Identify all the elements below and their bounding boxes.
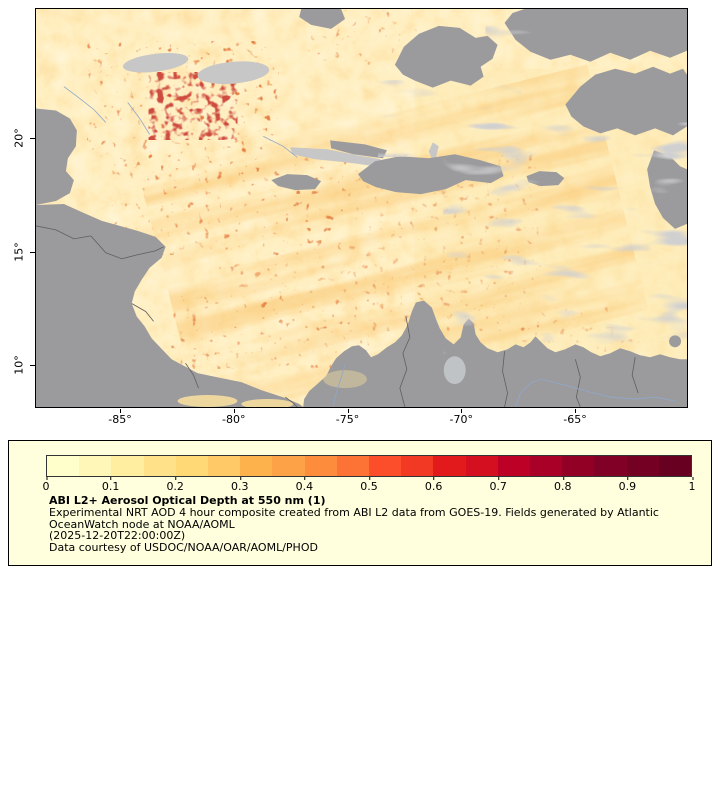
rivers (63, 86, 676, 407)
x-axis-tick (347, 409, 349, 413)
x-axis-label: -85° (108, 413, 132, 426)
legend-title: ABI L2+ Aerosol Optical Depth at 550 nm … (49, 494, 326, 507)
colorbar-segment (658, 456, 692, 476)
legend: 0 0.1 0.2 0.3 0.4 0.5 0.6 0.7 0.8 0.9 1 … (8, 440, 712, 566)
colorbar-segment (79, 456, 112, 476)
colorbar-segment (465, 456, 498, 476)
x-axis-tick (233, 409, 235, 413)
y-axis-label: 20° (12, 128, 26, 148)
country-borders (36, 225, 639, 407)
colorbar-segment (433, 456, 466, 476)
legend-credit: Data courtesy of USDOC/NOAA/OAR/AOML/PHO… (49, 541, 318, 555)
map-canvas (36, 9, 687, 407)
colorbar-tick-label: 0 (42, 477, 50, 493)
colorbar (46, 455, 692, 477)
colorbar-segment (594, 456, 627, 476)
colorbar-tick-label: 0.5 (360, 477, 378, 493)
legend-description-line-1: Experimental NRT AOD 4 hour composite cr… (49, 505, 659, 519)
legend-description-line-2: OceanWatch node at NOAA/AOML (49, 517, 235, 531)
colorbar-segment (562, 456, 595, 476)
x-axis-tick (461, 409, 463, 413)
colorbar-tick-labels: 0 0.1 0.2 0.3 0.4 0.5 0.6 0.7 0.8 0.9 1 (42, 477, 696, 493)
x-axis-label: -80° (222, 413, 246, 426)
colorbar-tick-label: 0.8 (554, 477, 572, 493)
colorbar-tick-label: 1 (688, 477, 696, 493)
map (35, 8, 688, 408)
x-axis-label: -65° (563, 413, 587, 426)
colorbar-segment (336, 456, 370, 476)
colorbar-segment (497, 456, 531, 476)
cloud-flecks (384, 9, 687, 348)
legend-text: ABI L2+ Aerosol Optical Depth at 550 nm … (49, 495, 701, 554)
colorbar-segment (240, 456, 273, 476)
colorbar-tick-label: 0.6 (424, 477, 443, 493)
colorbar-segment (143, 456, 176, 476)
x-axis-tick (120, 409, 121, 413)
colorbar-tick-label: 0.3 (231, 477, 249, 493)
colorbar-segment (111, 456, 144, 476)
colorbar-segment (304, 456, 337, 476)
x-axis-label: -75° (335, 413, 360, 426)
land-details (177, 335, 682, 407)
y-axis-tick (30, 365, 35, 366)
colorbar-tick-label: 0.7 (489, 477, 507, 493)
colorbar-segment (401, 456, 434, 476)
y-axis-label: 15° (12, 241, 26, 262)
colorbar-tick-label: 0.1 (101, 477, 120, 493)
colorbar-segment (47, 456, 80, 476)
colorbar-tick-label: 0.9 (618, 477, 637, 493)
x-axis-tick (575, 409, 576, 413)
y-axis-tick (30, 251, 35, 253)
colorbar-segment (369, 456, 402, 476)
colorbar-segment (626, 456, 659, 476)
y-axis-tick (30, 138, 35, 139)
colorbar-segment (208, 456, 241, 476)
colorbar-segment (530, 456, 563, 476)
colorbar-segment (272, 456, 305, 476)
y-axis-label: 10° (12, 355, 26, 375)
colorbar-segment (175, 456, 209, 476)
x-axis-label: -70° (449, 413, 473, 426)
legend-timestamp: (2025-12-20T22:00:00Z) (49, 529, 186, 543)
colorbar-tick-label: 0.4 (295, 477, 314, 493)
colorbar-tick-label: 0.2 (166, 477, 184, 493)
